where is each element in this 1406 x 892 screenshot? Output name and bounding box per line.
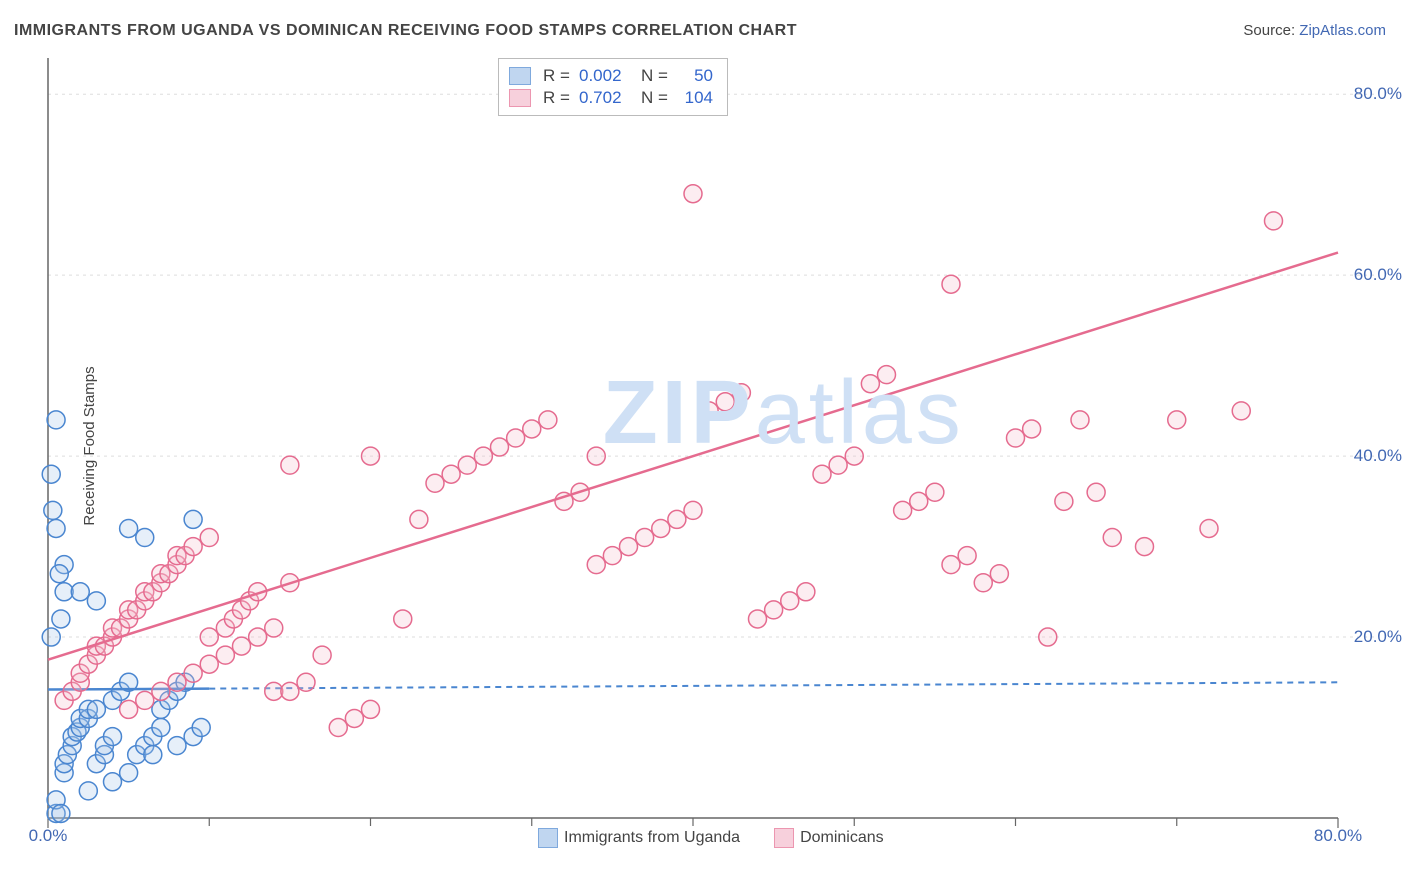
series-legend-item: Dominicans [774, 828, 884, 848]
y-tick-label: 80.0% [1354, 84, 1402, 104]
legend-swatch [538, 828, 558, 848]
series-name: Immigrants from Uganda [564, 829, 740, 847]
y-tick-label: 20.0% [1354, 627, 1402, 647]
legend-r-label: R = [543, 87, 573, 109]
legend-n-label: N = [641, 65, 671, 87]
legend-swatch [509, 89, 531, 107]
legend-n-value: 104 [677, 87, 713, 109]
x-tick-label: 0.0% [29, 826, 68, 846]
x-tick-label: 80.0% [1314, 826, 1362, 846]
source-label: Source: [1243, 22, 1295, 39]
legend-r-label: R = [543, 65, 573, 87]
legend-row: R = 0.002 N = 50 [509, 65, 713, 87]
legend-n-value: 50 [677, 65, 713, 87]
legend-swatch [774, 828, 794, 848]
y-tick-label: 60.0% [1354, 265, 1402, 285]
source-link[interactable]: ZipAtlas.com [1299, 22, 1386, 39]
series-name: Dominicans [800, 829, 884, 847]
series-legend: Immigrants from Uganda Dominicans [538, 828, 908, 848]
source-credit: Source: ZipAtlas.com [1243, 22, 1386, 39]
series-legend-item: Immigrants from Uganda [538, 828, 740, 848]
legend-row: R = 0.702 N = 104 [509, 87, 713, 109]
legend-swatch [509, 67, 531, 85]
legend-r-value: 0.002 [579, 65, 635, 87]
chart-plot-area: 20.0%40.0%60.0%80.0%0.0%80.0%R =0.002N =… [48, 58, 1338, 818]
chart-title: IMMIGRANTS FROM UGANDA VS DOMINICAN RECE… [14, 22, 797, 40]
correlation-legend: R = 0.002 N = 50 R = 0.702 N = 104 [498, 58, 728, 116]
legend-r-value: 0.702 [579, 87, 635, 109]
y-tick-label: 40.0% [1354, 446, 1402, 466]
legend-n-label: N = [641, 87, 671, 109]
